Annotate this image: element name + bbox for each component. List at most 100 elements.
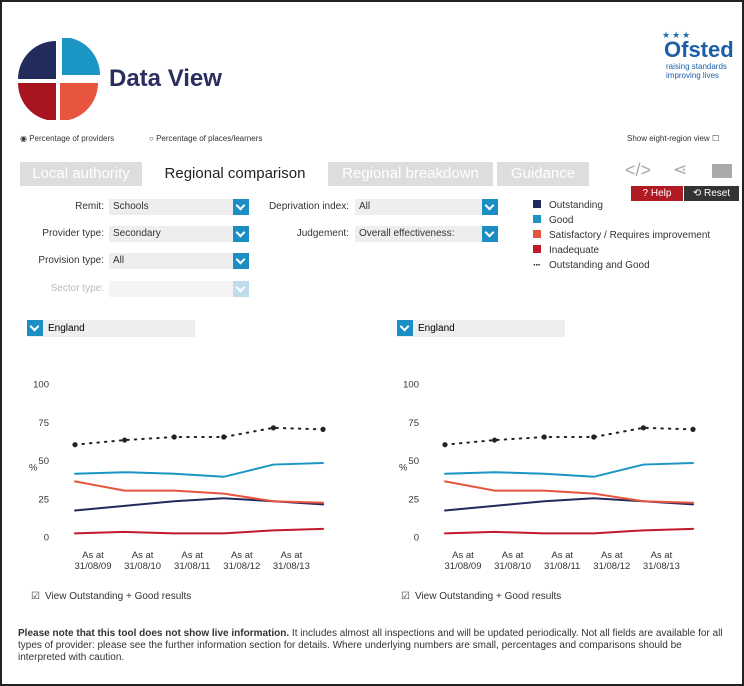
legend-label: Outstanding: [549, 200, 603, 211]
embed-icon[interactable]: </>: [625, 160, 652, 180]
data-point: [320, 426, 326, 432]
filter-label: Provider type:: [42, 228, 104, 239]
y-tick-label: 75: [38, 418, 49, 429]
filter-label: Provision type:: [38, 255, 104, 266]
legend-swatch: [533, 200, 541, 208]
data-point: [541, 434, 547, 440]
series-line: [444, 462, 694, 478]
x-tick-label: As at 31/08/12: [593, 550, 631, 572]
filter-label: Judgement:: [296, 228, 349, 239]
x-tick-label: As at 31/08/13: [642, 550, 680, 572]
data-point: [492, 437, 498, 443]
footer-bold: Please note that this tool does not show…: [18, 628, 290, 639]
x-tick-label: As at 31/08/12: [223, 550, 261, 572]
dropdown[interactable]: Overall effectiveness:: [355, 226, 498, 242]
legend-label: Good: [549, 215, 574, 226]
data-point: [442, 442, 448, 448]
checkbox[interactable]: ☑ View Outstanding + Good results: [401, 591, 561, 602]
dropdown[interactable]: All: [109, 253, 249, 269]
tab[interactable]: Regional breakdown: [328, 162, 493, 186]
app-title: Data View: [109, 65, 222, 92]
y-axis-label: %: [29, 463, 38, 474]
legend-entry: Good: [533, 215, 573, 226]
checkbox[interactable]: ☑ View Outstanding + Good results: [31, 591, 191, 602]
dropdown-arrow: [27, 320, 43, 336]
y-tick-label: 25: [408, 494, 419, 505]
dropdown[interactable]: England: [27, 320, 195, 337]
series-line: [74, 527, 324, 535]
series-line: [444, 480, 694, 504]
dropdown-value: All: [113, 255, 125, 266]
x-tick-label: As at 31/08/10: [494, 550, 532, 572]
dropdown[interactable]: Schools: [109, 199, 249, 215]
series-line: [74, 462, 324, 478]
checkbox-label: Show eight-region view: [627, 134, 710, 143]
series-line: [74, 497, 324, 512]
dropdown-value: Schools: [113, 201, 149, 212]
dropdown-value: Secondary: [113, 228, 161, 239]
legend-swatch: [533, 230, 541, 238]
dropdown[interactable]: Secondary: [109, 226, 249, 242]
dropdown-value: All: [359, 201, 371, 212]
x-tick-label: As at 31/08/13: [272, 550, 310, 572]
data-point: [640, 425, 646, 431]
dropdown: [109, 281, 249, 297]
legend-entry: Satisfactory / Requires improvement: [533, 230, 710, 241]
y-tick-label: 25: [38, 494, 49, 505]
y-axis-label: %: [399, 463, 408, 474]
legend-entry: Inadequate: [533, 245, 599, 256]
data-point: [270, 425, 276, 431]
logo-stars: ★★★: [662, 30, 693, 40]
checkbox-label: View Outstanding + Good results: [44, 591, 192, 602]
share-icon[interactable]: ⋖: [673, 160, 688, 179]
legend-label: Outstanding and Good: [549, 260, 650, 271]
checkbox-box: ☑: [401, 591, 410, 602]
legend-swatch: ···: [533, 260, 541, 271]
filter-label: Deprivation index:: [268, 201, 349, 212]
filter-label: Sector type:: [50, 283, 104, 294]
checkbox-label: View Outstanding + Good results: [414, 591, 562, 602]
help-button[interactable]: ? Help: [631, 186, 683, 201]
y-tick-label: 0: [44, 533, 49, 544]
data-point: [122, 437, 128, 443]
legend-label: Satisfactory / Requires improvement: [549, 230, 711, 241]
dropdown[interactable]: All: [355, 199, 498, 215]
reset-button[interactable]: ⟲ Reset: [684, 186, 739, 201]
series-line: [444, 426, 694, 446]
radio-label: Percentage of providers: [29, 134, 115, 143]
tab[interactable]: Local authority: [20, 162, 142, 186]
series-line: [444, 527, 694, 535]
data-point: [591, 434, 597, 440]
data-point: [171, 434, 177, 440]
footer-note: Please note that this tool does not show…: [18, 628, 730, 664]
logo-tagline: improving lives: [666, 71, 719, 80]
radio[interactable]: ◉ Percentage of providers: [20, 134, 115, 143]
legend-swatch: [533, 245, 541, 253]
checkbox-box: ☑: [31, 591, 40, 602]
chart: % 0 25 50 75 100: [29, 380, 326, 544]
dropdown[interactable]: England: [397, 320, 565, 337]
y-tick-label: 50: [408, 456, 419, 467]
checkbox[interactable]: Show eight-region view ☐: [627, 134, 720, 143]
series-line: [74, 426, 324, 446]
tab[interactable]: Regional comparison: [146, 162, 324, 186]
y-tick-label: 100: [33, 380, 49, 391]
x-tick-label: As at 31/08/09: [74, 550, 112, 572]
radio[interactable]: ○ Percentage of places/learners: [149, 134, 263, 143]
chart: % 0 25 50 75 100: [399, 380, 696, 544]
data-point: [221, 434, 227, 440]
tab[interactable]: Guidance: [497, 162, 589, 186]
x-tick-label: As at 31/08/10: [124, 550, 162, 572]
legend-entry: Outstanding: [533, 200, 603, 211]
x-tick-label: As at 31/08/11: [544, 550, 581, 572]
footer-text: It includes almost all inspections and w…: [18, 628, 723, 663]
button-label: Reset: [704, 188, 731, 199]
x-tick-label: As at 31/08/09: [444, 550, 482, 572]
x-tick-label: As at 31/08/11: [174, 550, 211, 572]
legend-entry: ··· Outstanding and Good: [533, 260, 650, 271]
y-tick-label: 75: [408, 418, 419, 429]
print-icon[interactable]: [712, 164, 732, 178]
legend-label: Inadequate: [549, 245, 600, 256]
series-line: [444, 497, 694, 512]
